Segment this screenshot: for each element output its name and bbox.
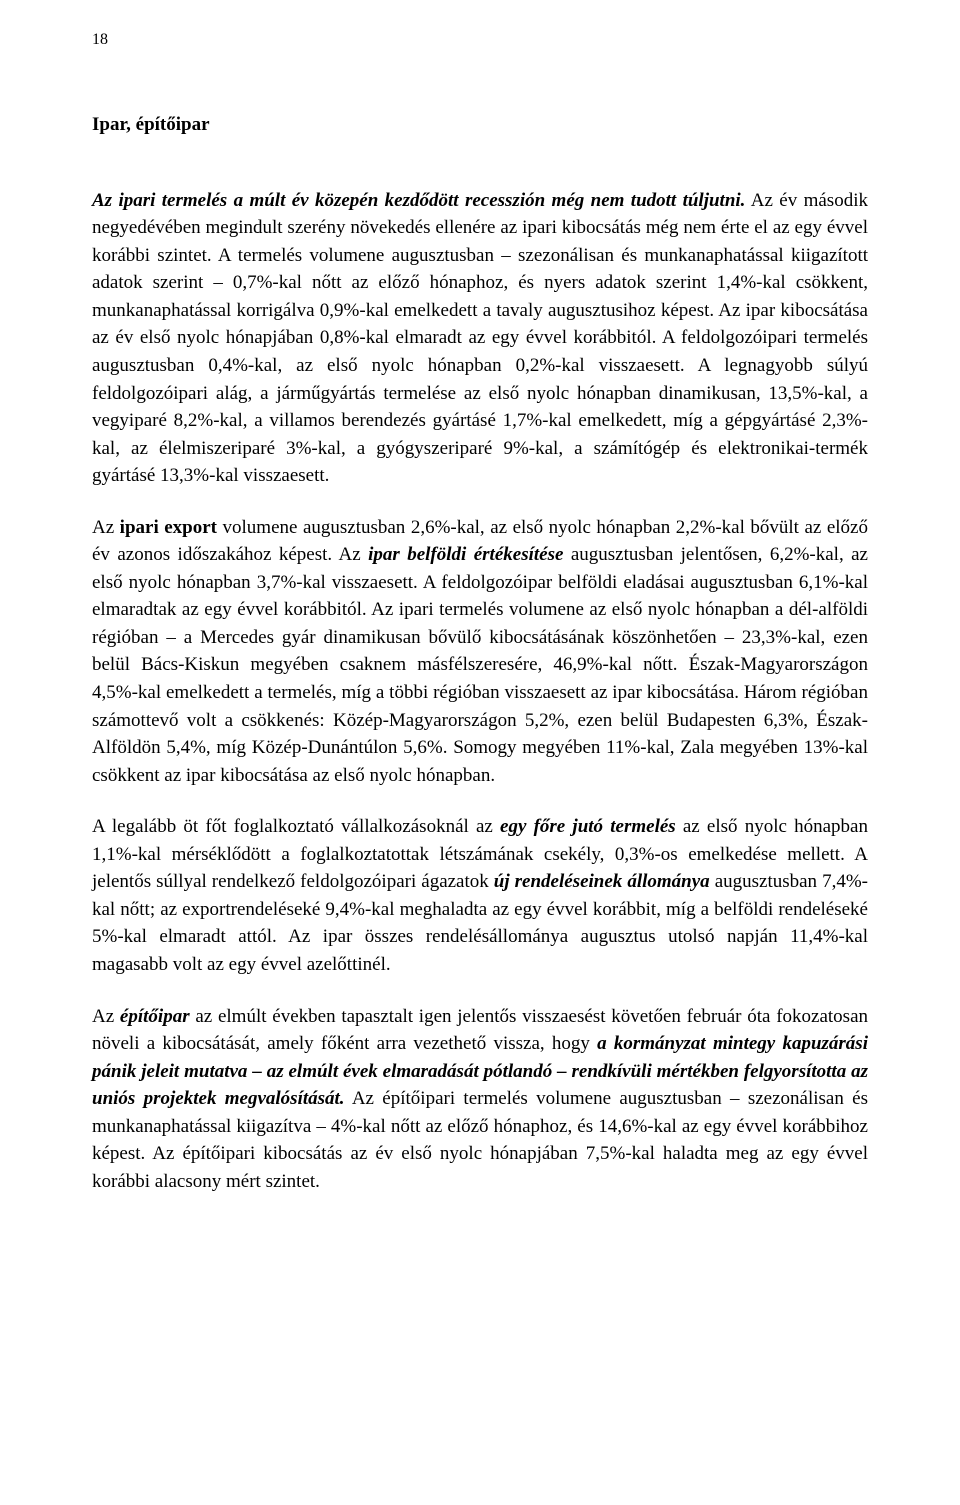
text-run: Az [92,1006,120,1027]
paragraph: Az építőipar az elmúlt években tapasztal… [92,1003,868,1196]
paragraph: A legalább öt főt foglalkoztató vállalko… [92,813,868,978]
text-run: ipari export [120,517,217,538]
text-run: egy főre jutó termelés [500,816,676,837]
text-run: építőipar [120,1006,190,1027]
document-body: Az ipari termelés a múlt év közepén kezd… [92,187,868,1196]
text-run: Az év második negyedévében megindult sze… [92,190,868,486]
text-run: augusztusban jelentősen, 6,2%-kal, az el… [92,544,868,785]
text-run: új rendeléseinek állománya [494,871,710,892]
paragraph: Az ipari termelés a múlt év közepén kezd… [92,187,868,490]
text-run: ipar belföldi értékesítése [368,544,563,565]
text-run: Az ipari termelés a múlt év közepén kezd… [92,190,745,211]
text-run: A legalább öt főt foglalkoztató vállalko… [92,816,500,837]
page-number: 18 [92,28,868,51]
section-title: Ipar, építőipar [92,111,868,139]
text-run: Az [92,517,120,538]
paragraph: Az ipari export volumene augusztusban 2,… [92,514,868,789]
